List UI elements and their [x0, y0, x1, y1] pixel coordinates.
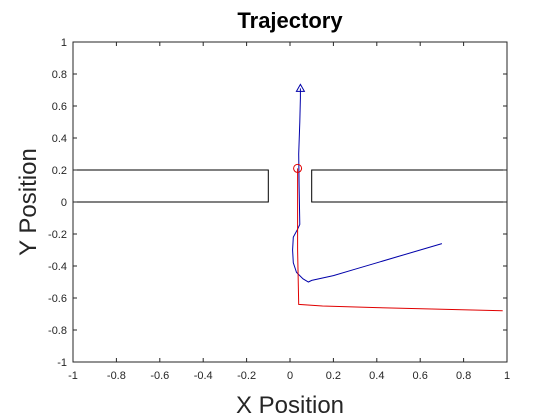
chart-title: Trajectory	[237, 8, 343, 33]
series-line-2	[297, 168, 503, 312]
x-tick-label: -0.4	[194, 370, 213, 382]
y-tick-label: 1	[61, 37, 67, 49]
y-tick-label: -0.6	[48, 293, 67, 305]
walls	[73, 169, 507, 203]
y-tick-label: 0.2	[52, 165, 67, 177]
y-tick-label: -0.4	[48, 261, 67, 273]
x-tick-label: -0.2	[237, 370, 256, 382]
x-tick-label: -1	[68, 370, 78, 382]
y-tick-label: -1	[57, 357, 67, 369]
x-tick-label: 0.6	[413, 370, 428, 382]
y-tick-label: 0.4	[52, 133, 67, 145]
x-tick-label: -0.6	[150, 370, 169, 382]
end-marker-circle	[293, 163, 303, 173]
wall-1	[73, 169, 269, 203]
y-tick-label: -0.2	[48, 229, 67, 241]
x-tick-label: 0.8	[456, 370, 471, 382]
y-axis-label: Y Position	[15, 148, 42, 256]
y-tick-label: 0.6	[52, 101, 67, 113]
endpoint-markers	[293, 83, 306, 173]
x-tick-label: 0	[287, 370, 293, 382]
wall-2	[311, 169, 507, 203]
x-axis-label: X Position	[236, 392, 344, 419]
x-tick-label: -0.8	[107, 370, 126, 382]
trajectory-series	[292, 88, 503, 312]
x-tick-label: 0.4	[369, 370, 384, 382]
y-tick-label: 0	[61, 197, 67, 209]
y-tick-label: -0.8	[48, 325, 67, 337]
x-tick-label: 0.2	[326, 370, 341, 382]
series-line-1	[292, 88, 443, 283]
y-tick-label: 0.8	[52, 69, 67, 81]
x-tick-label: 1	[504, 370, 510, 382]
end-marker-triangle	[295, 83, 306, 92]
y-axis-ticks: -1 -0.8 -0.6 -0.4 -0.2 0 0.2 0.4 0.6 0.8 1	[48, 37, 507, 369]
x-axis-ticks: -1 -0.8 -0.6 -0.4 -0.2 0 0.2 0.4 0.6 0.8 1	[68, 42, 510, 382]
